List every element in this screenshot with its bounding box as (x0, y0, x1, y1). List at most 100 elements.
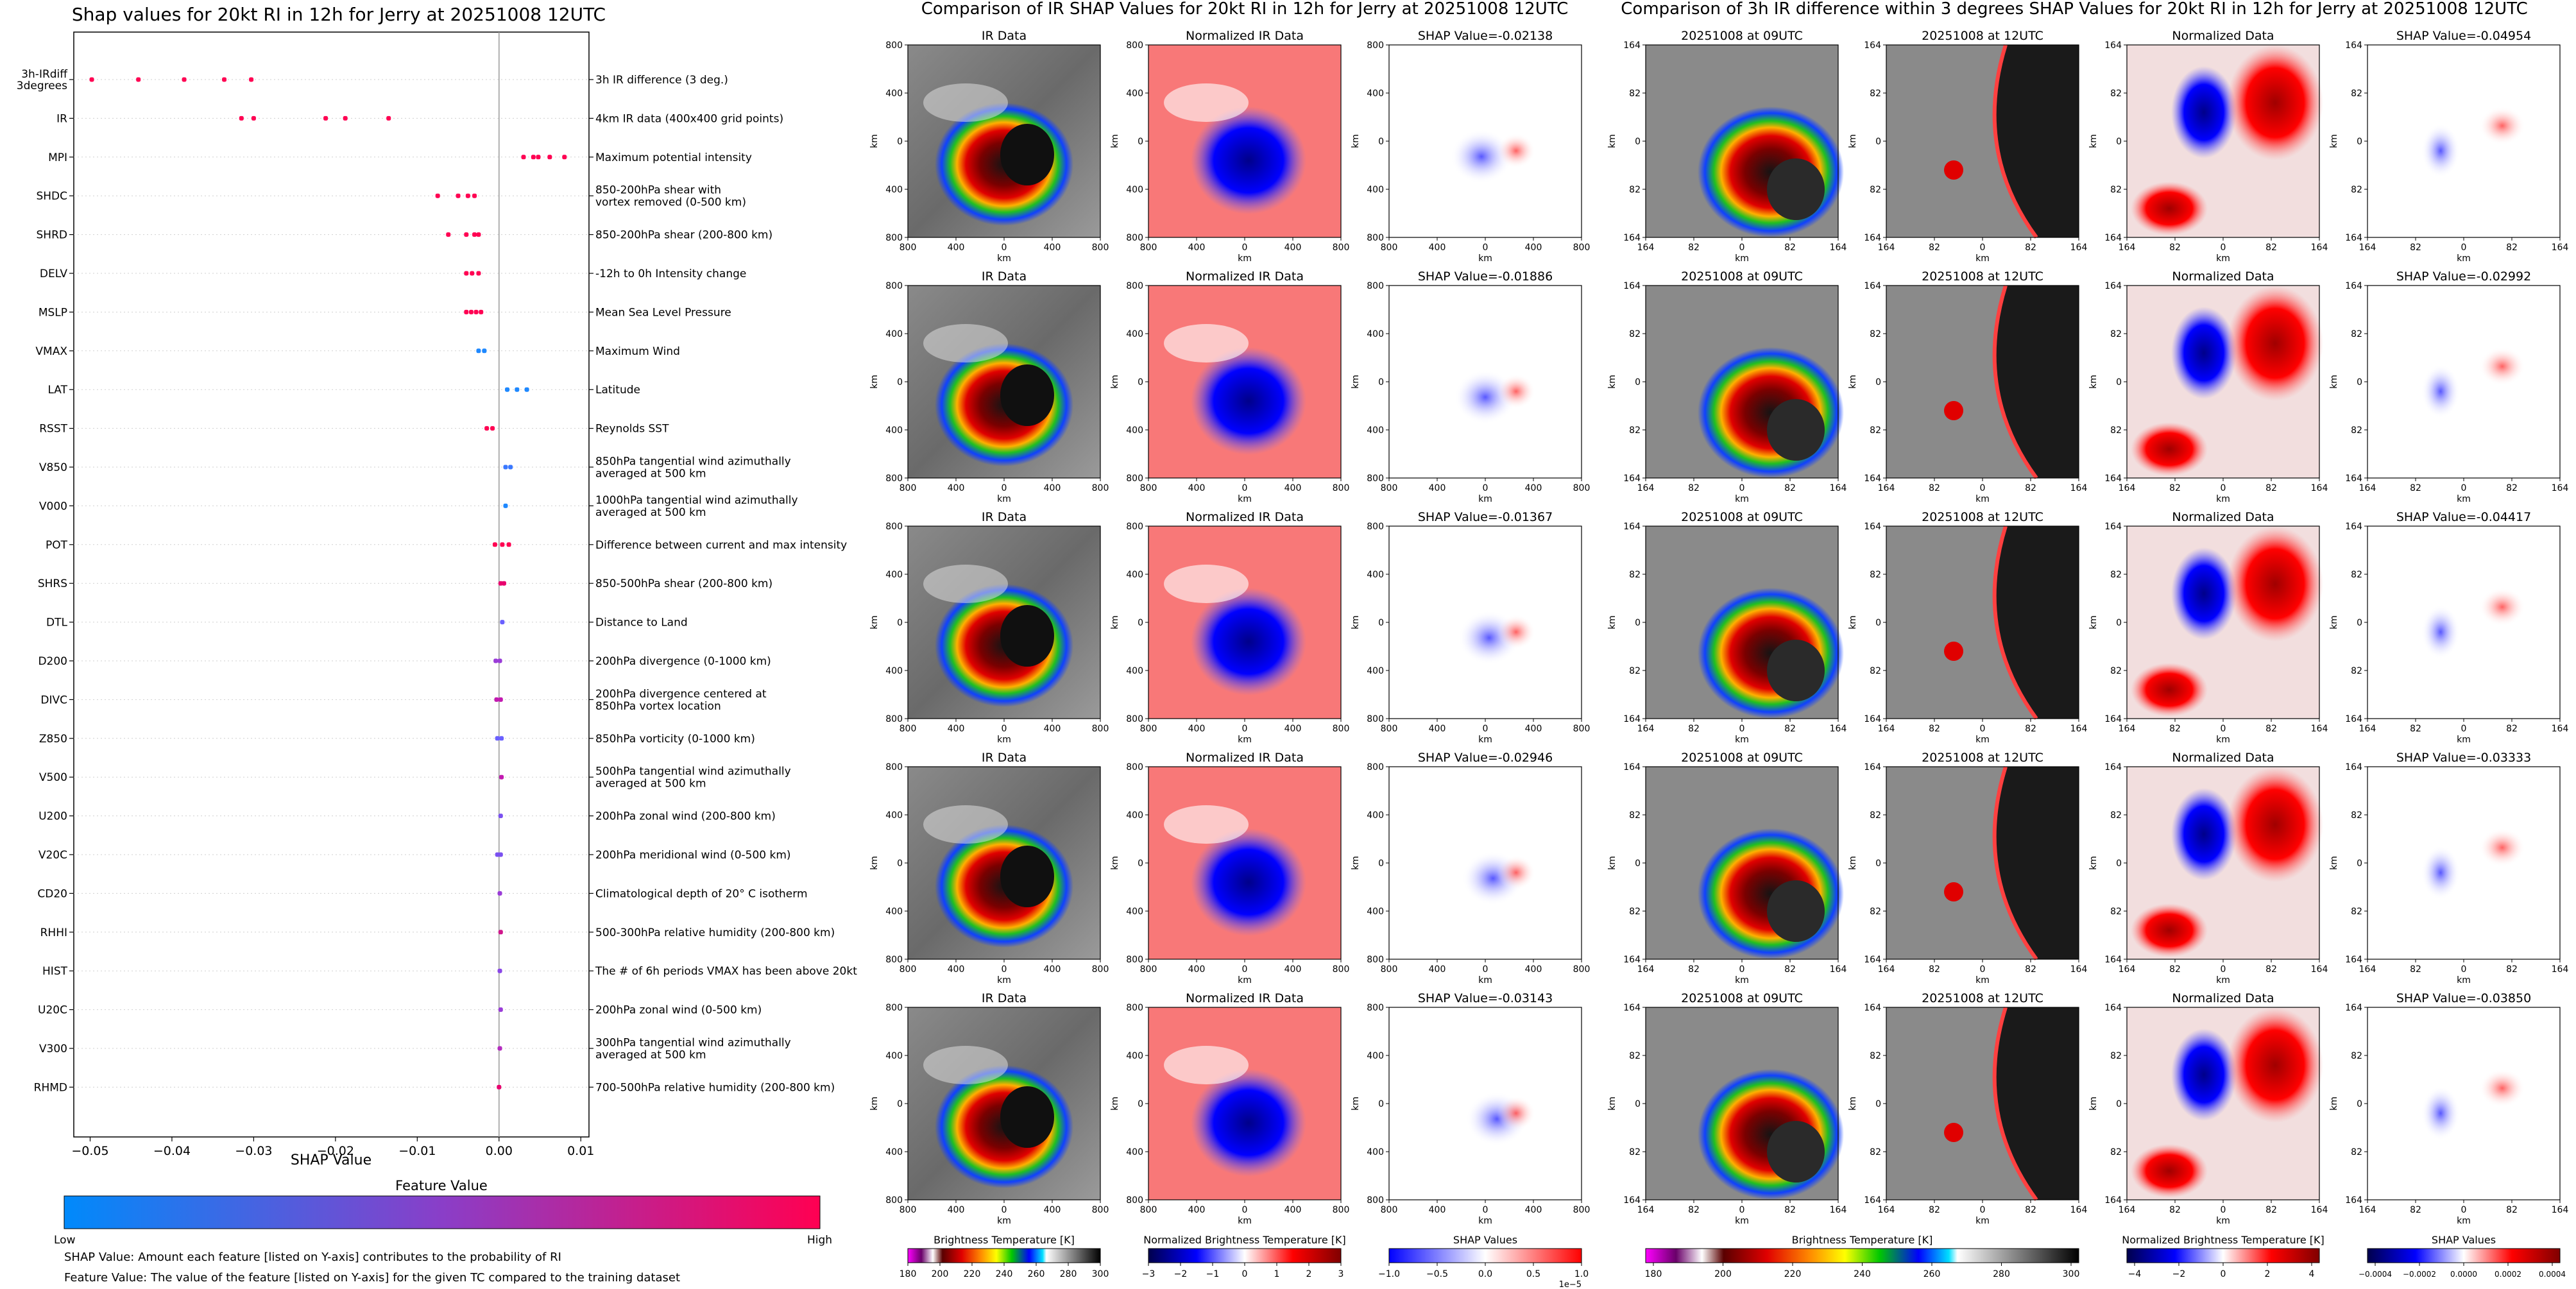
shap-point (500, 620, 505, 625)
x-tick-label: 82 (2025, 243, 2036, 253)
y-tick-label: 82 (2351, 329, 2362, 339)
feature-code-label-line: SHRD (37, 229, 67, 242)
colorbar (2367, 1248, 2561, 1263)
axis-label-y: km (869, 375, 880, 389)
x-tick-label: 800 (1573, 1205, 1591, 1215)
x-tick-label: 400 (1429, 724, 1446, 734)
shap-point (497, 891, 502, 896)
x-tick-label: 82 (2265, 483, 2277, 493)
axis-label-y: km (2329, 615, 2339, 629)
x-tick-label: 82 (1784, 964, 1796, 975)
axis-label-y: km (1351, 134, 1361, 148)
shap-point (505, 387, 510, 392)
y-tick-label: 0 (2357, 377, 2362, 388)
x-tick-label: 0 (1739, 964, 1745, 975)
positive-shap-region (2479, 828, 2525, 867)
x-tick-label: 400 (1429, 964, 1446, 975)
shap-point (386, 115, 391, 121)
axis-label-x: km (1975, 1216, 1990, 1226)
note-feature-value: Feature Value: The value of the feature … (64, 1271, 680, 1285)
x-tick-label: 164 (1830, 964, 1847, 975)
axis-label-y: km (869, 856, 880, 870)
axis-label-y: km (869, 1097, 880, 1111)
storm-cloud-shield (1698, 828, 1844, 959)
axis-label-x: km (1735, 1216, 1749, 1226)
feature-description-label-line: 4km IR data (400x400 grid points) (595, 112, 783, 125)
axis-label-y: km (1848, 856, 1858, 870)
x-tick-label: 800 (1381, 483, 1398, 493)
colorbar-tick-label: −0.0004 (2358, 1270, 2392, 1279)
diff-subplot: Normalized Data1641648282008282164164kmk… (2088, 751, 2328, 986)
colorbar-tick-label: 180 (900, 1269, 917, 1279)
x-tick-label: 164 (2119, 724, 2136, 734)
colorbar-tick-label: 200 (932, 1269, 949, 1279)
storm-core (1994, 1007, 2079, 1200)
colorbar-tick-label: 220 (1784, 1269, 1802, 1279)
y-tick-label: 0 (1378, 618, 1384, 628)
y-tick-label: 0 (1875, 377, 1881, 388)
shap-point (464, 232, 469, 237)
shap-point (472, 193, 477, 198)
axis-label-y: km (1607, 134, 1617, 148)
y-tick-label: 82 (1629, 329, 1641, 339)
shap-plot-frame (73, 31, 590, 1138)
x-tick-label: 164 (2552, 724, 2569, 734)
y-tick-label: 82 (1629, 1051, 1641, 1061)
storm-core (1000, 846, 1054, 907)
y-tick-label: 0 (1635, 618, 1641, 628)
convective-cell (1944, 882, 1963, 901)
x-tick-label: 82 (2169, 1205, 2181, 1215)
diff-colorbars: Brightness Temperature [K]180 200 220 240 26… (1645, 1234, 2566, 1279)
y-tick-label: 400 (885, 570, 903, 580)
x-tick-label: 82 (2410, 724, 2421, 734)
y-tick-label: 0 (2116, 1099, 2122, 1109)
feature-description-label-line: averaged at 500 km (595, 778, 706, 790)
diff-subplot: 20251008 at 09UTC1641648282008282164164k… (1607, 29, 1847, 264)
y-tick-label: 82 (1870, 1147, 1881, 1157)
positive-shap-region (1497, 615, 1535, 649)
feature-description-label-line: 3h IR difference (3 deg.) (595, 74, 728, 87)
x-tick-label: 164 (1637, 724, 1655, 734)
colorbar-title: SHAP Values (2432, 1234, 2496, 1246)
x-tick-label: 82 (1929, 1205, 1940, 1215)
y-tick-label: 164 (1623, 522, 1641, 532)
x-tick-label: 82 (2265, 964, 2277, 975)
shap-point (503, 465, 508, 470)
shap-point (249, 77, 254, 82)
subplot-title: 20251008 at 12UTC (1922, 510, 2043, 524)
y-tick-label: 400 (1367, 1051, 1384, 1061)
diff-subplot: 20251008 at 12UTC1641648282008282164164k… (1848, 510, 2087, 745)
x-tick-label: 400 (1044, 1205, 1061, 1215)
feature-code-label-line: 3degrees (17, 80, 67, 92)
feature-code-label-line: VMAX (35, 345, 67, 358)
y-tick-label: 800 (1367, 474, 1384, 484)
feature-description-label-line: 300hPa tangential wind azimuthally (595, 1037, 791, 1050)
feature-description-label: Mean Sea Level Pressure (595, 306, 731, 319)
x-tick-label: 0 (2221, 1205, 2226, 1215)
feature-description-label: 3h IR difference (3 deg.) (595, 74, 728, 87)
y-tick-label: 0 (2357, 1099, 2362, 1109)
y-tick-label: 164 (2345, 1003, 2362, 1013)
x-tick-label: 400 (1429, 1205, 1446, 1215)
y-tick-label: 82 (2351, 907, 2362, 917)
y-tick-label: 164 (2104, 955, 2122, 965)
y-tick-label: 400 (1367, 89, 1384, 99)
feature-code-label-line: RSST (39, 423, 67, 436)
y-tick-label: 400 (1126, 907, 1143, 917)
x-tick-label: 800 (1333, 964, 1350, 975)
y-tick-label: 0 (1635, 137, 1641, 147)
axis-label-x: km (997, 735, 1011, 745)
y-tick-label: 800 (1126, 1195, 1143, 1206)
axis-label-x: km (1735, 494, 1749, 504)
y-tick-label: 800 (1367, 40, 1384, 51)
axis-label-y: km (1351, 856, 1361, 870)
y-tick-label: 164 (2345, 522, 2362, 532)
y-tick-label: 400 (1367, 329, 1384, 339)
ir-subplot: Normalized IR Data8008004004000040040080… (1110, 751, 1349, 986)
diff-subplot: 20251008 at 09UTC1641648282008282164164k… (1607, 510, 1847, 745)
subplot-title: SHAP Value=-0.01367 (1418, 510, 1553, 524)
shap-background (2367, 1007, 2560, 1200)
